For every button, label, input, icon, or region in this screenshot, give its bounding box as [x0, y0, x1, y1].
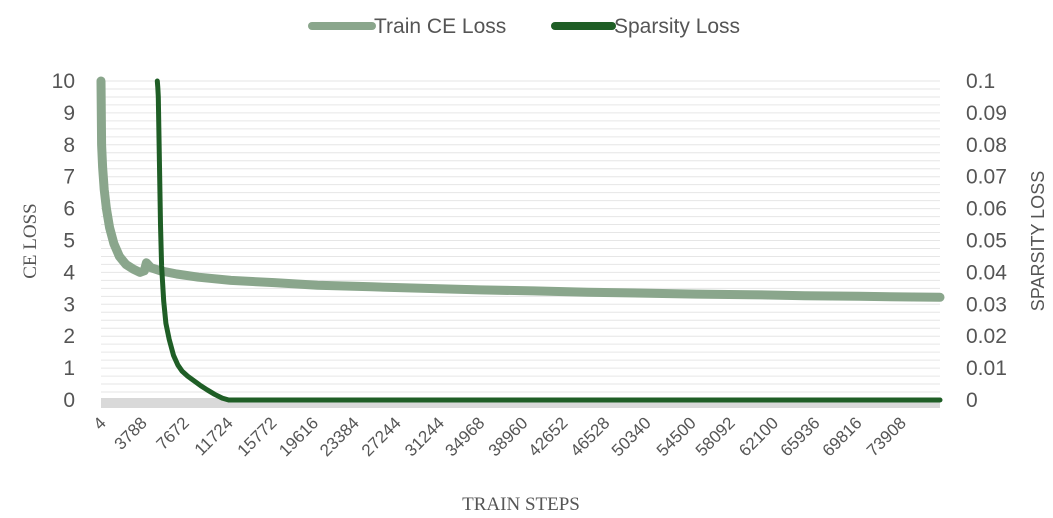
x-tick-label: 23384: [316, 413, 363, 460]
x-tick-label: 65936: [777, 413, 824, 460]
x-tick-label: 11724: [191, 413, 237, 459]
y-right-tick-label: 0.02: [966, 325, 1007, 348]
x-tick-label: 3788: [111, 413, 151, 453]
y-right-tick-label: 0: [966, 389, 978, 412]
x-tick-label: 31244: [401, 413, 448, 460]
series-line-train-ce-loss: [96, 76, 945, 302]
y-left-tick-label: 7: [63, 166, 75, 189]
x-tick-labels: 4 3788 76721172415772196162338427244312443…: [90, 413, 910, 460]
series-layer: [96, 76, 945, 403]
x-tick-label: 73908: [863, 413, 910, 460]
grid-layer: [101, 80, 940, 408]
x-tick-label: 58092: [692, 413, 739, 460]
y-left-tick-label: 0: [63, 389, 75, 412]
legend-label-sparsity-loss: Sparsity Loss: [614, 15, 740, 38]
y-left-tick-label: 8: [63, 134, 75, 157]
y-left-tick-label: 5: [63, 230, 75, 253]
legend-label-train-ce-loss: Train CE Loss: [374, 15, 506, 38]
y-left-tick-label: 6: [63, 198, 75, 221]
y-left-tick-label: 9: [63, 102, 75, 125]
x-tick-label: 46528: [567, 413, 614, 460]
x-tick-label: 69816: [819, 413, 866, 460]
x-tick-label: 38960: [485, 413, 532, 460]
y-left-tick-labels: 0 1 2 3 4 5 6 7 8 9 10: [52, 70, 76, 412]
x-tick-label: 27244: [358, 413, 405, 460]
y-left-tick-label: 1: [63, 357, 75, 380]
y-right-tick-label: 0.09: [966, 102, 1007, 125]
x-axis-title: TRAIN STEPS: [462, 494, 580, 515]
x-axis-baseline: [101, 398, 940, 408]
y-right-axis-title: SPARSITY LOSS: [1028, 171, 1048, 311]
x-tick-label: 19616: [275, 413, 322, 460]
y-left-axis-title: CE LOSS: [20, 203, 41, 279]
y-right-tick-label: 0.01: [966, 357, 1007, 380]
y-right-tick-label: 0.08: [966, 134, 1007, 157]
series-line-sparsity-loss: [154, 78, 943, 403]
x-tick-label: 50340: [608, 413, 655, 460]
x-tick-label: 42652: [525, 413, 572, 460]
x-tick-label: 15772: [234, 413, 281, 460]
x-tick-label: 4: [90, 413, 110, 433]
x-tick-label: 54500: [653, 413, 700, 460]
y-right-tick-label: 0.1: [966, 70, 995, 93]
x-tick-label: 62100: [735, 413, 782, 460]
y-right-tick-label: 0.07: [966, 166, 1007, 189]
y-right-tick-label: 0.04: [966, 261, 1007, 284]
x-tick-label: 7672: [153, 413, 193, 453]
y-left-tick-label: 2: [63, 325, 75, 348]
y-left-tick-label: 4: [63, 261, 75, 284]
y-right-tick-label: 0.06: [966, 198, 1007, 221]
y-right-tick-labels: 0 0.01 0.02 0.03 0.04 0.05 0.06 0.07 0.08 0.09 0.1: [966, 70, 1007, 412]
y-left-tick-label: 10: [52, 70, 75, 93]
y-right-tick-label: 0.05: [966, 230, 1007, 253]
y-right-tick-label: 0.03: [966, 293, 1007, 316]
y-left-tick-label: 3: [63, 293, 75, 316]
legend: Train CE Loss Sparsity Loss: [308, 15, 740, 38]
x-tick-label: 34968: [441, 413, 488, 460]
